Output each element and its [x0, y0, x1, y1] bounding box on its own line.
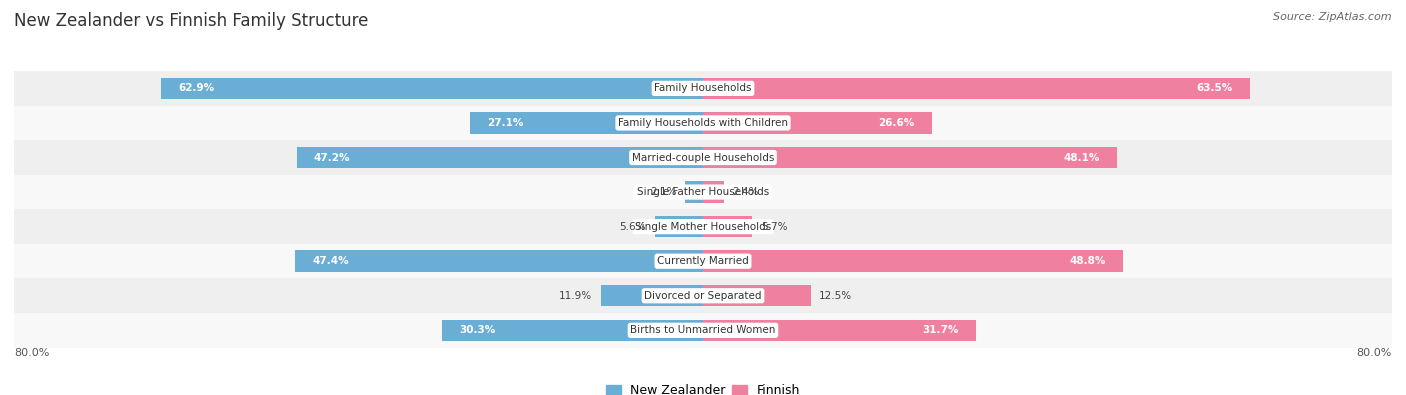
Text: Currently Married: Currently Married [657, 256, 749, 266]
Text: 11.9%: 11.9% [558, 291, 592, 301]
Bar [14, 106, 1392, 140]
Bar [703, 216, 752, 237]
Text: 30.3%: 30.3% [460, 325, 495, 335]
Text: Single Mother Households: Single Mother Households [636, 222, 770, 231]
Text: 26.6%: 26.6% [879, 118, 915, 128]
Bar [441, 320, 703, 341]
Text: Births to Unmarried Women: Births to Unmarried Women [630, 325, 776, 335]
Bar [14, 140, 1392, 175]
Bar [703, 147, 1118, 168]
Text: 63.5%: 63.5% [1197, 83, 1233, 93]
Bar [703, 112, 932, 134]
Bar [162, 78, 703, 99]
Text: New Zealander vs Finnish Family Structure: New Zealander vs Finnish Family Structur… [14, 12, 368, 30]
Text: 31.7%: 31.7% [922, 325, 959, 335]
Bar [297, 147, 703, 168]
Text: 47.2%: 47.2% [314, 152, 350, 162]
Bar [14, 313, 1392, 348]
Text: 48.1%: 48.1% [1063, 152, 1099, 162]
Text: 2.4%: 2.4% [733, 187, 759, 197]
Legend: New Zealander, Finnish: New Zealander, Finnish [600, 379, 806, 395]
Text: 62.9%: 62.9% [179, 83, 215, 93]
Text: 5.6%: 5.6% [620, 222, 647, 231]
Text: 27.1%: 27.1% [486, 118, 523, 128]
Text: Family Households with Children: Family Households with Children [619, 118, 787, 128]
Text: 2.1%: 2.1% [650, 187, 676, 197]
Bar [703, 181, 724, 203]
Bar [600, 285, 703, 307]
Text: 80.0%: 80.0% [1357, 348, 1392, 357]
Text: Married-couple Households: Married-couple Households [631, 152, 775, 162]
Bar [14, 244, 1392, 278]
Bar [14, 278, 1392, 313]
Bar [703, 285, 811, 307]
Bar [703, 250, 1123, 272]
Text: 12.5%: 12.5% [820, 291, 852, 301]
Bar [685, 181, 703, 203]
Text: 48.8%: 48.8% [1070, 256, 1107, 266]
Text: 80.0%: 80.0% [14, 348, 49, 357]
Text: 47.4%: 47.4% [312, 256, 349, 266]
Bar [655, 216, 703, 237]
Bar [14, 71, 1392, 106]
Bar [703, 78, 1250, 99]
Bar [14, 209, 1392, 244]
Bar [703, 320, 976, 341]
Bar [470, 112, 703, 134]
Text: Single Father Households: Single Father Households [637, 187, 769, 197]
Text: Source: ZipAtlas.com: Source: ZipAtlas.com [1274, 12, 1392, 22]
Text: Divorced or Separated: Divorced or Separated [644, 291, 762, 301]
Bar [14, 175, 1392, 209]
Text: 5.7%: 5.7% [761, 222, 787, 231]
Bar [295, 250, 703, 272]
Text: Family Households: Family Households [654, 83, 752, 93]
